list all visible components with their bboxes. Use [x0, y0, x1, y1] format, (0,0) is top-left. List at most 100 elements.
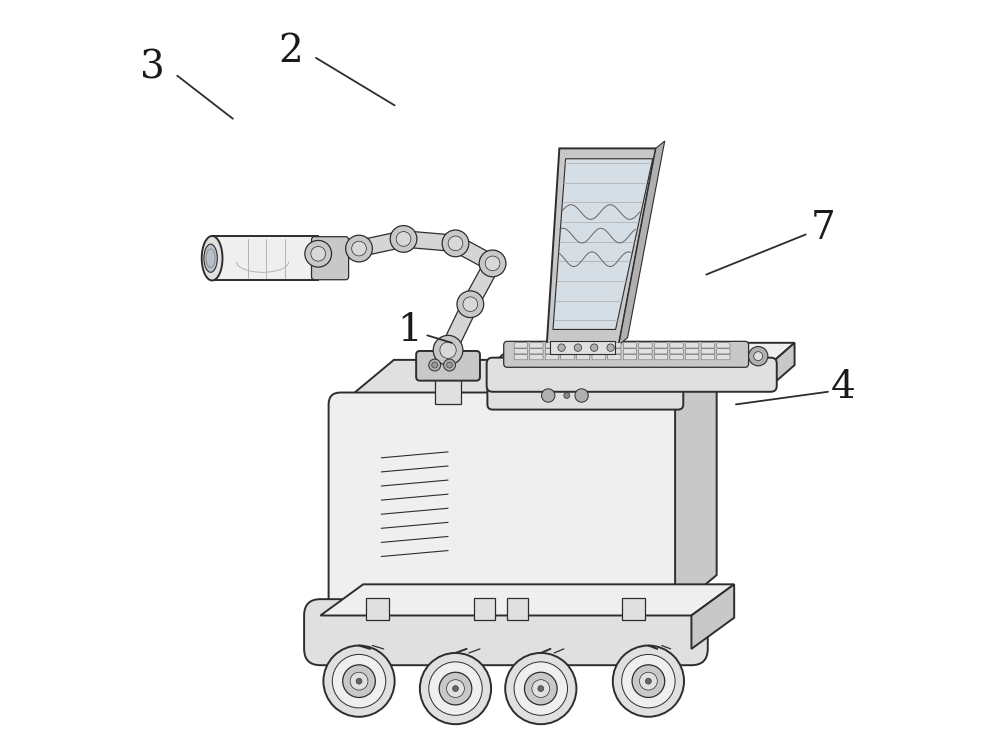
Text: 3: 3 — [140, 50, 165, 87]
FancyBboxPatch shape — [487, 381, 683, 410]
Polygon shape — [366, 598, 389, 620]
FancyBboxPatch shape — [592, 343, 605, 348]
Polygon shape — [452, 236, 496, 271]
Circle shape — [448, 236, 463, 251]
Polygon shape — [403, 231, 456, 252]
FancyBboxPatch shape — [639, 355, 652, 360]
Circle shape — [420, 653, 491, 724]
Circle shape — [343, 665, 375, 697]
Circle shape — [350, 672, 368, 690]
Circle shape — [749, 347, 768, 366]
Circle shape — [332, 654, 386, 708]
FancyBboxPatch shape — [416, 351, 480, 381]
Ellipse shape — [202, 236, 222, 280]
Polygon shape — [320, 585, 734, 616]
FancyBboxPatch shape — [312, 237, 349, 280]
FancyBboxPatch shape — [701, 355, 714, 360]
FancyBboxPatch shape — [654, 343, 668, 348]
Circle shape — [356, 678, 362, 684]
Circle shape — [538, 686, 544, 692]
FancyBboxPatch shape — [514, 343, 527, 348]
Circle shape — [323, 646, 395, 717]
FancyBboxPatch shape — [530, 355, 543, 360]
Circle shape — [574, 344, 582, 351]
Circle shape — [479, 250, 506, 277]
Circle shape — [524, 672, 557, 705]
Circle shape — [639, 672, 657, 690]
Circle shape — [346, 235, 372, 262]
Polygon shape — [357, 231, 405, 257]
Circle shape — [591, 344, 598, 351]
Polygon shape — [553, 159, 653, 329]
Polygon shape — [622, 598, 645, 620]
Circle shape — [613, 646, 684, 717]
FancyBboxPatch shape — [623, 343, 637, 348]
Circle shape — [514, 662, 568, 715]
Circle shape — [558, 344, 565, 351]
FancyBboxPatch shape — [639, 349, 652, 354]
FancyBboxPatch shape — [623, 355, 637, 360]
Polygon shape — [463, 260, 500, 308]
Polygon shape — [493, 370, 697, 386]
Polygon shape — [771, 343, 795, 386]
FancyBboxPatch shape — [717, 349, 730, 354]
FancyBboxPatch shape — [670, 349, 683, 354]
Circle shape — [432, 362, 438, 368]
FancyBboxPatch shape — [545, 343, 559, 348]
Polygon shape — [435, 377, 461, 404]
Polygon shape — [317, 240, 360, 262]
Polygon shape — [474, 598, 495, 620]
FancyBboxPatch shape — [623, 349, 637, 354]
Circle shape — [485, 256, 500, 271]
FancyBboxPatch shape — [561, 349, 574, 354]
Text: 1: 1 — [397, 312, 422, 349]
FancyBboxPatch shape — [654, 355, 668, 360]
Polygon shape — [547, 148, 656, 345]
FancyBboxPatch shape — [608, 349, 621, 354]
Text: 4: 4 — [830, 369, 855, 406]
Polygon shape — [441, 301, 478, 354]
Polygon shape — [340, 404, 663, 620]
FancyBboxPatch shape — [686, 355, 699, 360]
FancyBboxPatch shape — [504, 341, 749, 367]
FancyBboxPatch shape — [717, 355, 730, 360]
FancyBboxPatch shape — [576, 343, 590, 348]
Circle shape — [447, 362, 453, 368]
FancyBboxPatch shape — [654, 349, 668, 354]
Circle shape — [532, 680, 550, 697]
FancyBboxPatch shape — [530, 343, 543, 348]
Circle shape — [311, 246, 326, 261]
FancyBboxPatch shape — [717, 343, 730, 348]
Circle shape — [433, 335, 463, 365]
FancyBboxPatch shape — [686, 343, 699, 348]
FancyBboxPatch shape — [592, 349, 605, 354]
FancyBboxPatch shape — [487, 358, 777, 392]
FancyBboxPatch shape — [670, 343, 683, 348]
Circle shape — [429, 359, 441, 371]
Circle shape — [463, 297, 478, 312]
Circle shape — [564, 393, 570, 398]
Ellipse shape — [204, 244, 217, 272]
FancyBboxPatch shape — [639, 343, 652, 348]
FancyBboxPatch shape — [514, 349, 527, 354]
FancyBboxPatch shape — [561, 355, 574, 360]
Circle shape — [542, 389, 555, 402]
Polygon shape — [340, 360, 717, 404]
FancyBboxPatch shape — [545, 349, 559, 354]
FancyBboxPatch shape — [701, 349, 714, 354]
Text: 7: 7 — [810, 210, 835, 247]
FancyBboxPatch shape — [701, 343, 714, 348]
FancyBboxPatch shape — [576, 349, 590, 354]
Polygon shape — [493, 343, 795, 364]
Circle shape — [390, 226, 417, 252]
Circle shape — [352, 241, 366, 256]
FancyBboxPatch shape — [592, 355, 605, 360]
Circle shape — [396, 232, 411, 246]
FancyBboxPatch shape — [608, 355, 621, 360]
Circle shape — [645, 678, 651, 684]
Circle shape — [505, 653, 576, 724]
Polygon shape — [663, 360, 717, 620]
Text: 2: 2 — [278, 33, 303, 70]
Polygon shape — [619, 141, 665, 345]
FancyBboxPatch shape — [545, 355, 559, 360]
